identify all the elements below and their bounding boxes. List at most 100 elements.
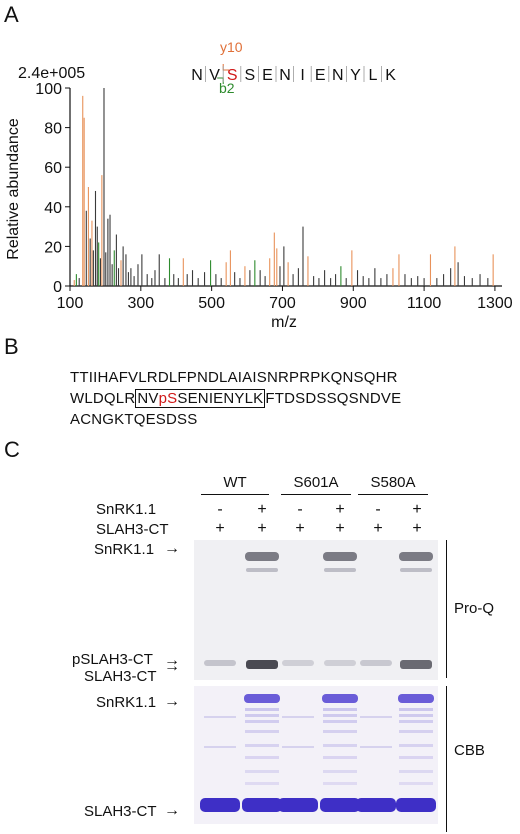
y-tick-label: 40 [44, 200, 62, 217]
proq-slah3-band [400, 660, 432, 669]
cbb-minor-band [399, 744, 433, 747]
proq-snrk-band [245, 552, 279, 561]
cbb-minor-band [282, 716, 314, 718]
proq-stain-label: Pro-Q [454, 600, 495, 617]
cbb-minor-band [323, 782, 357, 785]
group-s580a: S580A [358, 474, 428, 495]
cbb-minor-band [323, 730, 357, 733]
proq-pslah3-arrow: → [164, 652, 180, 669]
sequence-line-3: ACNGKTQESDSS [70, 411, 198, 428]
proq-bracket [446, 540, 447, 678]
y-tick-label: 20 [44, 239, 62, 256]
peptide-residue: I [300, 67, 304, 84]
proq-snrk-label: SnRK1.1 [94, 541, 155, 558]
cbb-minor-band [323, 770, 357, 773]
cbb-snrk-label: SnRK1.1 [96, 694, 157, 711]
sequence-line-2: WLDQLR NVpSSENIENYLK FTDSDSSQSNDVE [70, 389, 401, 409]
peptide-residue: Y [350, 67, 361, 84]
plus-sign: + [335, 501, 345, 518]
box-seq-a: NV [137, 390, 159, 407]
plus-sign: + [412, 501, 422, 518]
cbb-minor-band [245, 730, 279, 733]
phosphopeptide-box: NVpSSENIENYLK [135, 389, 266, 408]
sequence-line-1: TTIIHAFVLRDLFPNDLAIAISNRPRPKQNSQHR [70, 369, 398, 386]
cbb-minor-band [323, 708, 357, 711]
proq-slah3-band [246, 660, 278, 669]
x-tick-label: 300 [127, 295, 154, 312]
minus-sign: - [217, 501, 223, 518]
group-s601a: S601A [281, 474, 351, 495]
cbb-slah3-arrow: → [164, 802, 180, 819]
group-wt: WT [201, 474, 269, 495]
minus-sign: - [297, 501, 303, 518]
cbb-slah3-band [320, 798, 360, 812]
y-tick-label: 100 [35, 81, 62, 98]
y-tick-label: 60 [44, 160, 62, 177]
panel-b-letter: B [4, 334, 19, 359]
peptide-residue: E [315, 67, 326, 84]
sequence-pre: WLDQLR [70, 390, 136, 407]
cbb-slah3-band [200, 798, 240, 812]
y-ion-label: y10 [220, 39, 243, 55]
cbb-minor-band [323, 756, 357, 759]
cbb-minor-band [245, 714, 279, 717]
ms-x-axis-title: m/z [271, 314, 297, 330]
ms-peaks [73, 88, 494, 286]
proq-bands [204, 552, 433, 669]
plus-sign: + [335, 520, 345, 537]
proq-slah3-band [324, 660, 356, 666]
proq-gel [194, 540, 438, 680]
y-tick-label: 0 [53, 279, 62, 296]
peptide-residue: S [227, 67, 238, 84]
minus-sign: - [375, 501, 381, 518]
cbb-minor-band [245, 782, 279, 785]
cbb-minor-band [245, 770, 279, 773]
proq-pslah3-label: pSLAH3-CT [72, 651, 153, 668]
panel-c-letter: C [4, 437, 20, 462]
cbb-snrk-band [244, 694, 280, 703]
cbb-minor-band [323, 720, 357, 723]
ms-y-axis-title: Relative abundance [5, 118, 22, 260]
cbb-minor-band [245, 720, 279, 723]
x-tick-label: 900 [340, 295, 367, 312]
peptide-residue: V [209, 67, 220, 84]
proq-faint-band [324, 568, 356, 572]
x-tick-label: 700 [269, 295, 296, 312]
cbb-minor-band [399, 708, 433, 711]
proq-snrk-band [399, 552, 433, 561]
row-label-slah3: SLAH3-CT [96, 521, 169, 538]
plus-sign: + [373, 520, 383, 537]
box-seq-b: SENIENYLK [177, 390, 264, 407]
proq-slah3-band [282, 660, 314, 666]
cbb-minor-band [245, 756, 279, 759]
cbb-minor-band [399, 720, 433, 723]
cbb-minor-band [245, 744, 279, 747]
proq-slah3-arrow: → [164, 658, 180, 675]
cbb-slah3-band [396, 798, 436, 812]
cbb-minor-band [399, 756, 433, 759]
cbb-snrk-arrow: → [164, 693, 180, 710]
proq-faint-band [246, 568, 278, 572]
proq-slah3-band [204, 660, 236, 666]
peptide-residue: N [191, 67, 203, 84]
x-tick-label: 1300 [477, 295, 513, 312]
cbb-minor-band [360, 716, 392, 718]
cbb-minor-band [399, 714, 433, 717]
plus-sign: + [257, 520, 267, 537]
peptide-residue: E [262, 67, 273, 84]
cbb-minor-band [399, 770, 433, 773]
cbb-minor-band [204, 746, 236, 748]
plus-sign: + [215, 520, 225, 537]
peptide-residue: N [332, 67, 344, 84]
peptide-residue: K [385, 67, 396, 84]
cbb-minor-band [399, 782, 433, 785]
plus-sign: + [295, 520, 305, 537]
peptide-residue: S [244, 67, 255, 84]
cbb-snrk-band [398, 694, 434, 703]
cbb-minor-band [399, 730, 433, 733]
cbb-slah3-band [278, 798, 318, 812]
panel-a-letter: A [4, 2, 19, 27]
cbb-minor-band [245, 708, 279, 711]
